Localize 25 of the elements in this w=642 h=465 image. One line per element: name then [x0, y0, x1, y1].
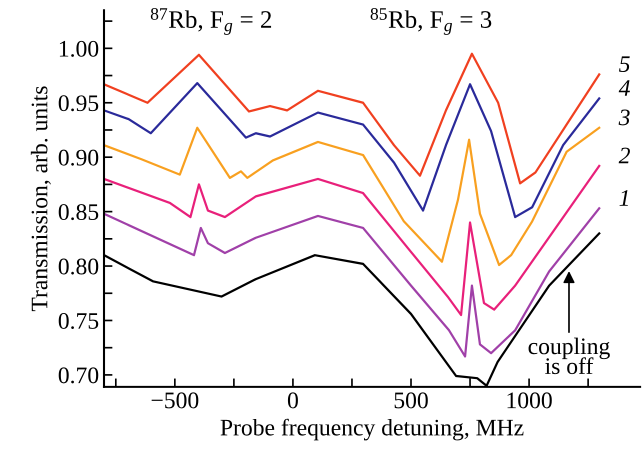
- x-tick-label: 0: [288, 392, 298, 408]
- y-tick-label: 0.70: [58, 367, 98, 384]
- y-tick-label: 0.95: [58, 95, 98, 112]
- y-tick-label: 1.00: [60, 40, 98, 57]
- line-series: [104, 126, 600, 266]
- x-axis-title: Probe frequency detuning, MHz: [220, 418, 524, 440]
- annotation: coupling is off: [528, 338, 610, 374]
- y-tick-label: 0.90: [58, 150, 98, 166]
- series-label: 3: [618, 110, 630, 126]
- line-series: [104, 164, 600, 316]
- y-tick-label: 0.85: [58, 204, 98, 220]
- line-series: [104, 52, 600, 184]
- x-tick-label: 1000: [508, 392, 552, 408]
- x-tick-label: −500: [152, 392, 198, 408]
- y-tick-label: 0.80: [58, 258, 98, 275]
- line-series: [104, 82, 600, 218]
- x-tick-label: 500: [394, 392, 428, 408]
- annotation: $^{85}$Rb, F$_{g}$ = 3: [370, 8, 492, 35]
- annotation: $^{87}$Rb, F$_{g}$ = 2: [150, 8, 272, 35]
- y-tick-label: 0.75: [58, 312, 98, 330]
- series-label: 2: [618, 148, 630, 164]
- y-axis-title: Transmission, arb. units: [30, 86, 51, 312]
- series-label: 1: [620, 190, 628, 206]
- series-label: 5: [619, 56, 630, 72]
- series-label: 4: [618, 80, 630, 96]
